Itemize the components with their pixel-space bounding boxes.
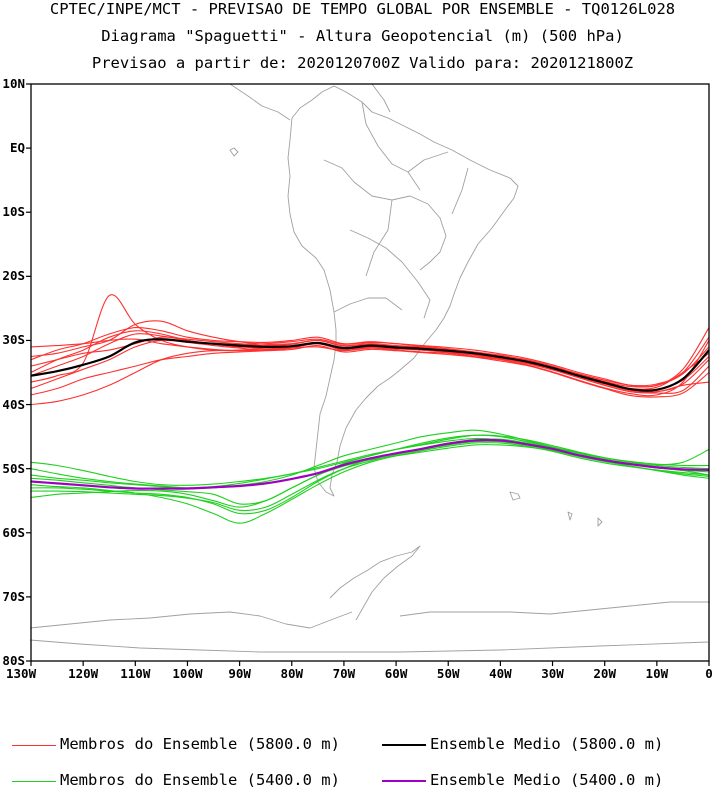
lat-label: 60S bbox=[2, 524, 25, 540]
lon-label: 80W bbox=[280, 666, 304, 681]
lon-label: 40W bbox=[489, 666, 512, 681]
lat-label: 40S bbox=[2, 396, 25, 412]
coastline-layer bbox=[29, 83, 710, 653]
lon-label: 100W bbox=[172, 666, 203, 681]
member-5800-line bbox=[30, 345, 710, 398]
legend-line-members-5400 bbox=[12, 781, 56, 782]
legend-mean-5800: Ensemble Medio (5800.0 m) bbox=[430, 735, 664, 753]
axis-ticks bbox=[26, 83, 710, 666]
member-5800-line bbox=[30, 346, 710, 406]
member-5400-line bbox=[30, 434, 710, 489]
member-5400-line bbox=[30, 440, 710, 512]
legend-members-5400: Membros do Ensemble (5400.0 m) bbox=[60, 771, 340, 789]
lon-label: 90W bbox=[228, 666, 251, 681]
title-line-3: Previsao a partir de: 2020120700Z Valido… bbox=[91, 54, 634, 72]
mean-5800-line bbox=[30, 338, 710, 392]
lon-label: 20W bbox=[593, 666, 616, 681]
member-5800-line bbox=[30, 327, 710, 388]
lon-label: 70W bbox=[332, 666, 356, 681]
legend-line-members-5800 bbox=[12, 745, 56, 746]
lon-label: 110W bbox=[120, 666, 151, 681]
lon-label: 10W bbox=[645, 666, 669, 681]
lat-label: 30S bbox=[2, 332, 25, 348]
lat-label: 10N bbox=[2, 76, 25, 91]
lat-label: EQ bbox=[9, 140, 25, 156]
member-5400-line bbox=[30, 444, 710, 508]
map-frame bbox=[30, 83, 710, 662]
contours-layer bbox=[30, 294, 710, 524]
legend-members-5800: Membros do Ensemble (5800.0 m) bbox=[60, 735, 340, 753]
mean-5400-line bbox=[30, 438, 710, 490]
title-line-2: Diagrama "Spaguetti" - Altura Geopotenci… bbox=[101, 27, 624, 45]
lat-label: 10S bbox=[2, 204, 25, 220]
legend-line-mean-5800 bbox=[382, 744, 426, 746]
title-line-1: CPTEC/INPE/MCT - PREVISAO DE TEMPO GLOBA… bbox=[49, 0, 676, 18]
legend-mean-5400: Ensemble Medio (5400.0 m) bbox=[430, 771, 664, 789]
lat-label: 70S bbox=[2, 588, 25, 604]
lat-label: 50S bbox=[2, 460, 25, 476]
lat-label: 20S bbox=[2, 268, 25, 284]
member-5400-line bbox=[30, 438, 710, 515]
lon-label: 0 bbox=[705, 666, 713, 681]
lon-label: 50W bbox=[436, 666, 460, 681]
lon-label: 120W bbox=[68, 666, 99, 681]
lat-label: 80S bbox=[2, 653, 25, 668]
legend-line-mean-5400 bbox=[382, 780, 426, 782]
lon-label: 60W bbox=[384, 666, 408, 681]
lon-label: 130W bbox=[6, 666, 37, 681]
member-5800-line bbox=[30, 320, 710, 387]
lon-label: 30W bbox=[541, 666, 564, 681]
member-5800-line bbox=[30, 339, 710, 394]
